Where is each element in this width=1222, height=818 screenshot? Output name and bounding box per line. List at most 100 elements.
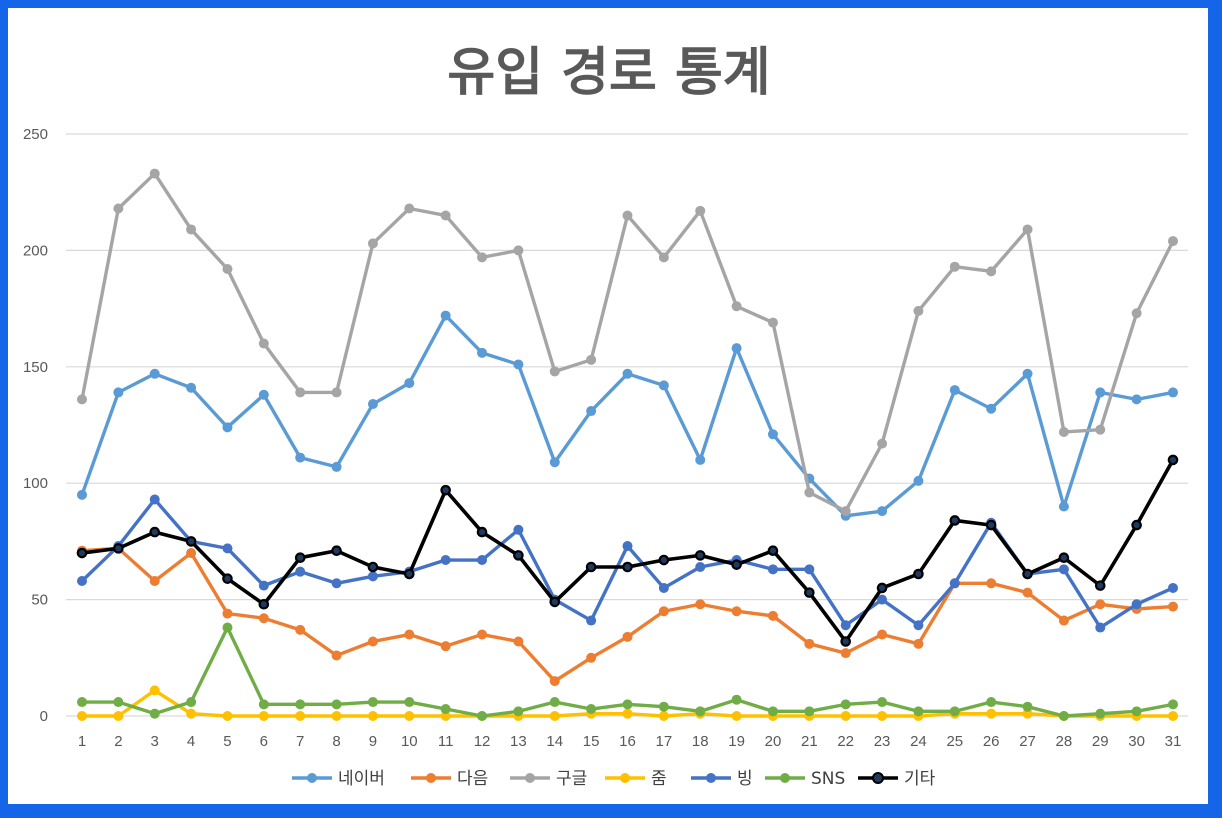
data-point — [440, 641, 451, 652]
x-tick-label: 22 — [837, 733, 854, 750]
data-point — [1058, 564, 1069, 575]
x-tick-label: 28 — [1056, 733, 1073, 750]
x-tick-label: 21 — [801, 733, 818, 750]
data-point — [1022, 708, 1033, 719]
data-point — [77, 697, 87, 708]
data-point — [586, 652, 597, 663]
data-point — [477, 629, 488, 640]
data-point — [404, 629, 415, 640]
x-tick-label: 20 — [765, 733, 782, 750]
series-6 — [77, 622, 1178, 721]
chart-frame: 유입 경로 통계 0 50 100 150 200 250 1 2 3 4 5 6 7 8 9 10 11 12… — [8, 8, 1208, 804]
legend-item: 구글 — [510, 769, 587, 789]
x-tick-label: 18 — [692, 733, 709, 750]
data-point — [949, 385, 960, 396]
series-7 — [76, 454, 1179, 647]
data-point — [367, 561, 379, 573]
data-point — [913, 475, 924, 486]
data-point — [804, 587, 815, 598]
data-point — [149, 494, 160, 505]
data-point — [404, 203, 415, 214]
legend-swatch-marker — [780, 773, 790, 783]
x-tick-label: 19 — [728, 733, 745, 750]
data-point — [840, 620, 851, 631]
data-point — [622, 561, 633, 573]
data-point — [1131, 308, 1142, 319]
data-point — [1095, 708, 1106, 719]
data-point — [622, 210, 633, 221]
data-point — [295, 566, 306, 577]
legend: 네이버 다음 구글 줌 빙 SNS 기타 — [292, 769, 936, 789]
data-point — [185, 536, 197, 547]
x-tick-label: 25 — [946, 733, 963, 750]
data-point — [440, 704, 451, 715]
data-point — [949, 261, 960, 272]
data-point — [986, 403, 997, 414]
data-point — [1168, 387, 1178, 398]
data-point — [149, 708, 160, 719]
data-point — [658, 380, 669, 391]
data-point — [622, 699, 633, 710]
x-tick-label: 23 — [874, 733, 891, 750]
data-point — [477, 555, 488, 566]
legend-item: 줌 — [605, 769, 667, 789]
data-point — [949, 515, 961, 526]
data-point — [149, 526, 161, 538]
data-point — [913, 305, 924, 316]
data-point — [222, 711, 233, 721]
data-point — [77, 394, 87, 405]
legend-item: 기타 — [858, 769, 936, 789]
x-tick-label: 3 — [151, 733, 159, 750]
data-point — [658, 582, 669, 593]
data-point — [186, 224, 197, 235]
data-point — [77, 711, 87, 721]
data-point — [258, 389, 269, 400]
data-point — [222, 543, 233, 554]
legend-item: SNS — [765, 769, 845, 789]
data-point — [877, 506, 888, 517]
data-point — [767, 545, 779, 557]
data-point — [1094, 580, 1106, 591]
data-point — [258, 580, 269, 591]
data-point — [186, 382, 197, 393]
legend-item: 다음 — [411, 769, 488, 789]
data-point — [295, 624, 306, 635]
legend-swatch-marker — [620, 773, 630, 783]
data-point — [477, 347, 488, 358]
data-point — [440, 484, 451, 496]
x-tick-label: 30 — [1128, 733, 1145, 750]
data-point — [1168, 236, 1178, 247]
data-point — [695, 599, 706, 610]
data-point — [731, 711, 742, 721]
data-point — [513, 706, 524, 717]
data-point — [986, 708, 997, 719]
data-point — [477, 252, 488, 263]
data-point — [877, 629, 888, 640]
data-point — [186, 697, 197, 708]
data-point — [1095, 622, 1106, 633]
data-point — [149, 368, 160, 379]
data-point — [331, 578, 342, 589]
data-point — [113, 711, 124, 721]
data-point — [622, 541, 633, 552]
data-point — [440, 711, 451, 721]
data-point — [113, 697, 124, 708]
data-point — [476, 526, 488, 538]
data-point — [877, 438, 888, 449]
data-point — [731, 301, 742, 312]
data-point — [222, 622, 233, 633]
data-point — [113, 203, 124, 214]
data-point — [767, 610, 778, 621]
data-point — [77, 489, 87, 500]
data-point — [985, 519, 997, 531]
y-tick-label: 0 — [40, 708, 48, 725]
data-point — [1095, 599, 1106, 610]
data-point — [222, 608, 233, 619]
data-point — [258, 711, 269, 721]
data-point — [840, 636, 851, 647]
legend-swatch-marker — [525, 773, 535, 783]
legend-swatch-marker — [426, 773, 436, 783]
data-point — [695, 706, 706, 717]
data-point — [913, 638, 924, 649]
